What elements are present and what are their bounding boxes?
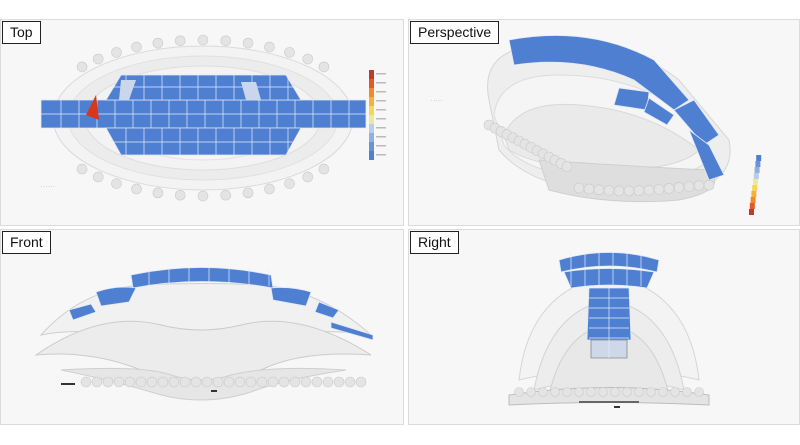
viewport-label-front: Front (2, 231, 51, 254)
viewport-perspective[interactable]: Perspective · · · · · (408, 19, 800, 226)
scale-bar (61, 383, 75, 385)
top-caption-text: · · · · · · (41, 184, 55, 189)
viewport-top[interactable]: Top · · · · · · (0, 19, 404, 226)
solar-panels (508, 35, 725, 181)
legend-color-scale (749, 155, 762, 215)
support-spheres (80, 376, 367, 388)
solar-panels (558, 252, 660, 359)
viewport-right[interactable]: Right (408, 229, 800, 425)
viewport-label-right: Right (410, 231, 459, 254)
right-view-scene (508, 252, 710, 408)
base-track (579, 401, 639, 403)
viewport-label-perspective: Perspective (410, 21, 500, 44)
viewport-label-top: Top (2, 21, 41, 44)
marker-glyph (211, 390, 217, 392)
front-view-scene (34, 267, 374, 401)
perspective-caption-text: · · · · · (431, 98, 442, 103)
support-spheres (76, 34, 330, 202)
support-spheres (514, 387, 704, 397)
solar-panels (68, 267, 374, 341)
legend-color-scale (369, 70, 386, 160)
marker-glyph (614, 406, 620, 408)
top-view-scene: · · · · · · (40, 34, 386, 202)
solar-panels (40, 74, 367, 156)
viewport-front[interactable]: Front (0, 229, 404, 425)
support-spheres (483, 119, 715, 197)
perspective-view-scene: · · · · · (431, 35, 762, 215)
